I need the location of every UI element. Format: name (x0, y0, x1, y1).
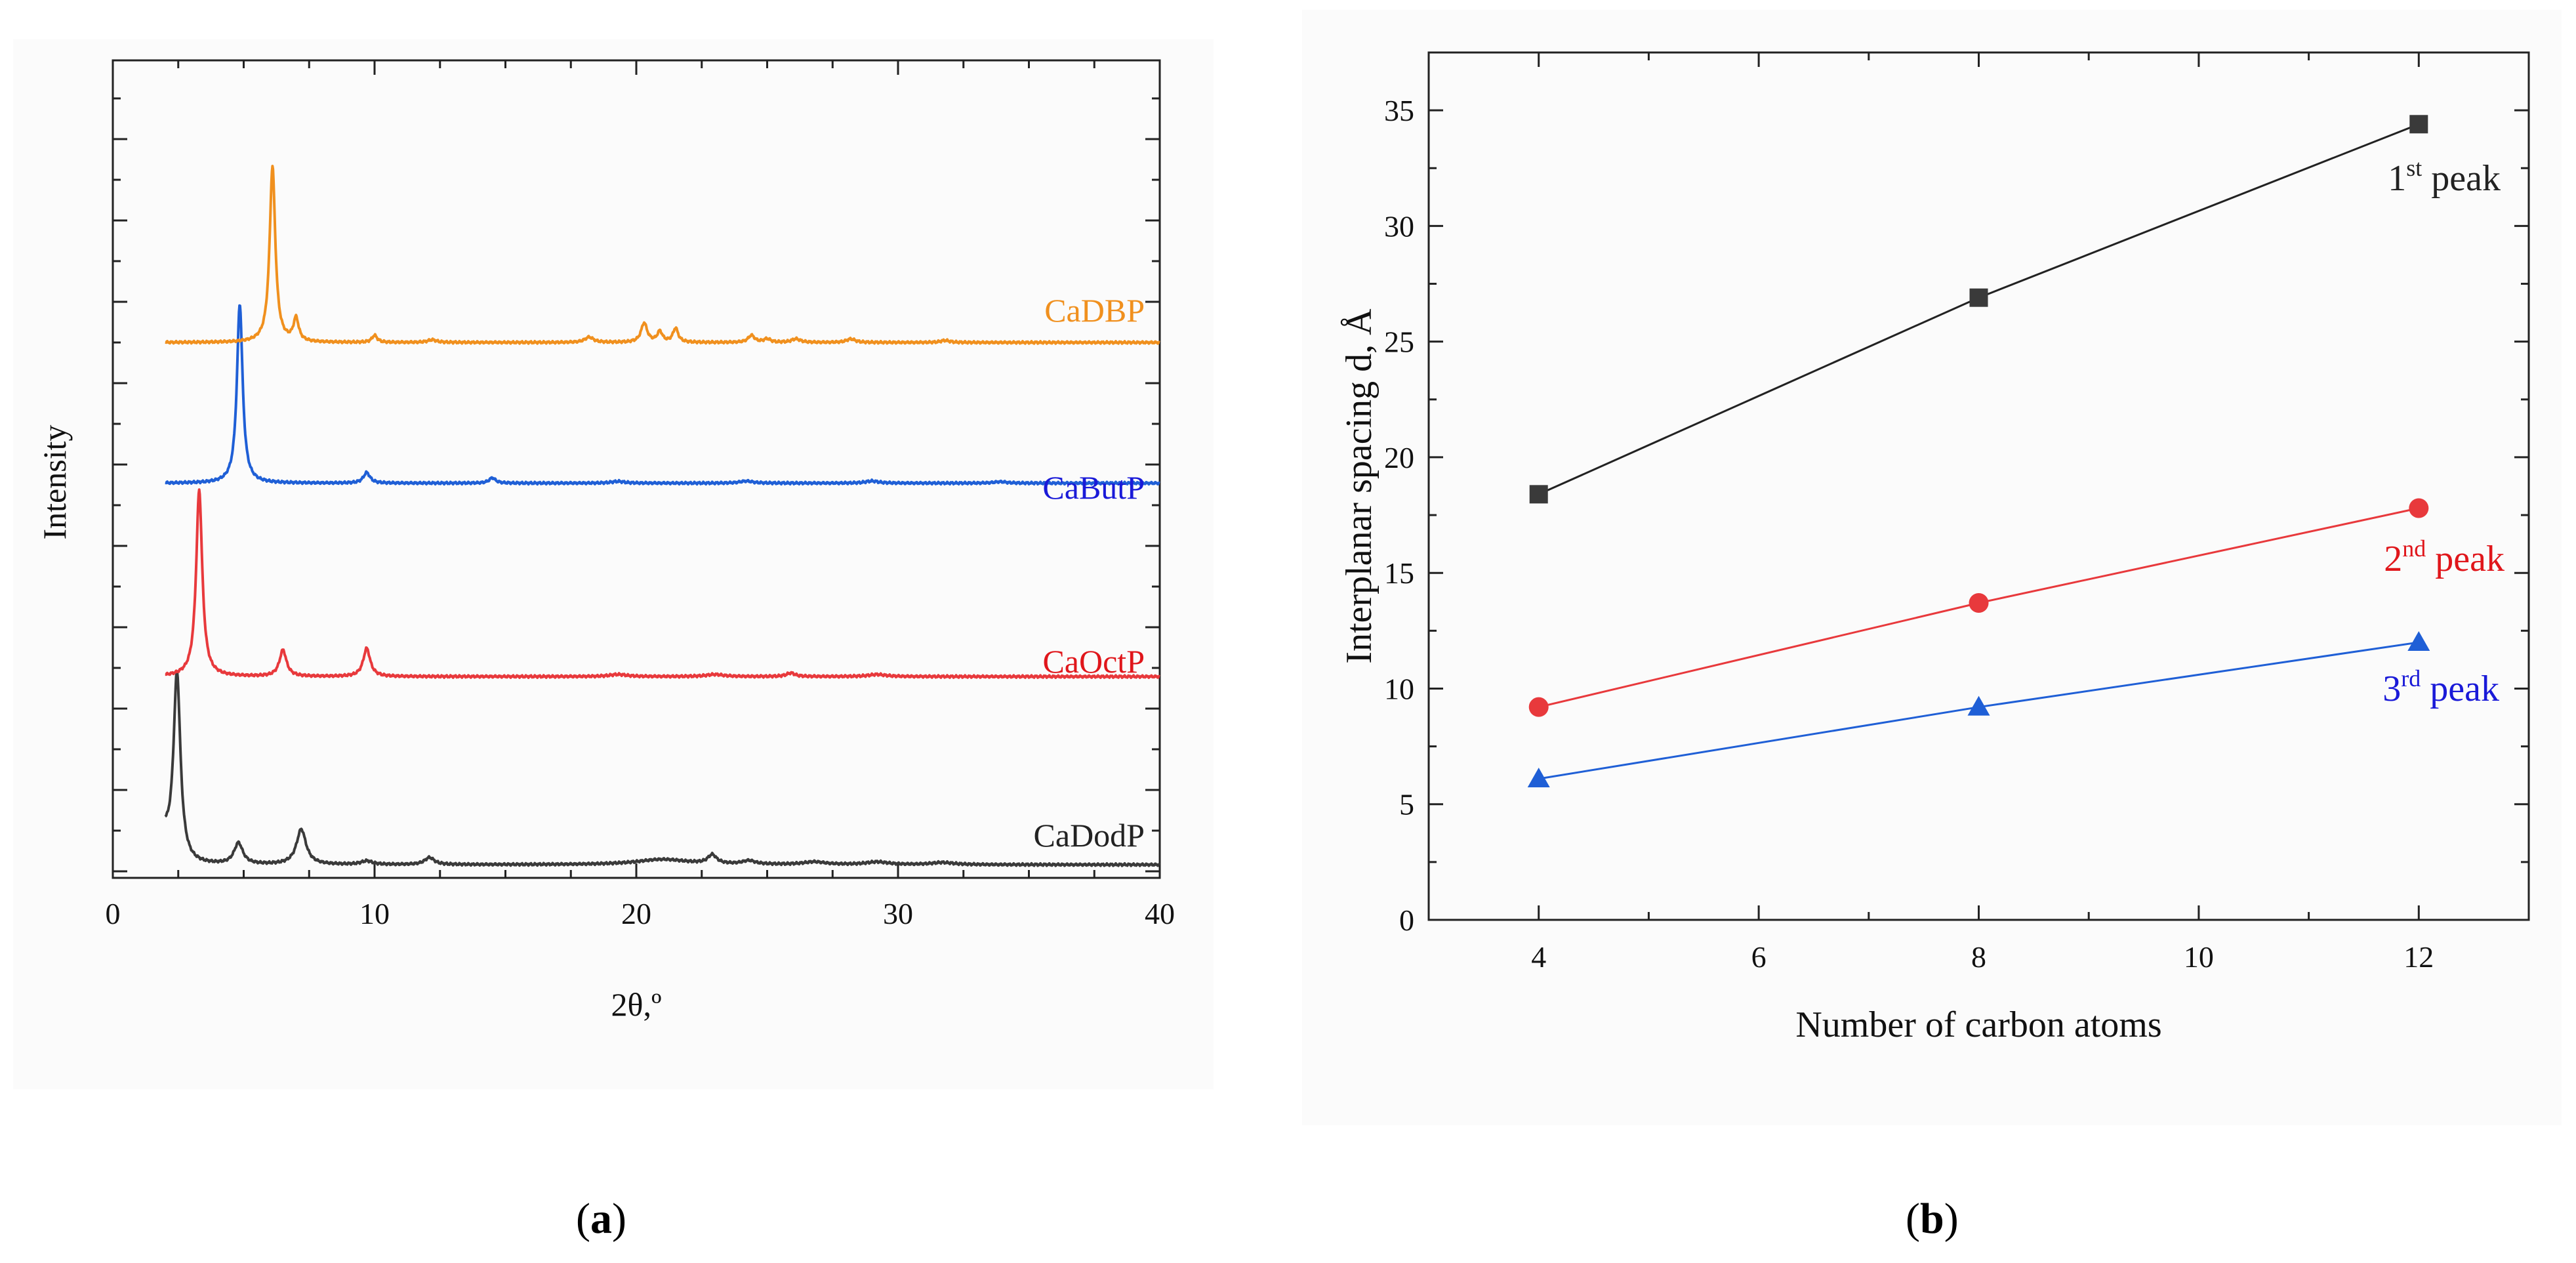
data-point-square (2409, 115, 2428, 134)
x-tick-label: 10 (2184, 940, 2214, 974)
panel-b-label-close: ) (1944, 1195, 1959, 1243)
panel-b-label-open: ( (1906, 1195, 1920, 1243)
x-tick-label: 30 (883, 897, 913, 930)
y-tick-label: 25 (1384, 325, 1414, 359)
data-point-circle (2409, 498, 2429, 518)
series-label-2nd-peak: 2nd peak (2384, 535, 2504, 579)
panel-b-spacing-chart: 4 6 8 10 12 0 5 10 15 20 25 30 35 Number of carbon at… (1339, 51, 2530, 1045)
series-CaButP (164, 304, 1161, 486)
data-point-triangle (2407, 631, 2430, 651)
series-label-1st-peak: 1st peak (2388, 155, 2501, 199)
y-axis-title: Interplanar spacing d, Å (1339, 308, 1380, 664)
panel-a-label-close: ) (611, 1195, 626, 1243)
series-label-CaDodP: CaDodP (1034, 817, 1145, 854)
series-CaOctP (164, 488, 1161, 679)
data-point-circle (1969, 593, 1989, 613)
panel-a-xrd-chart: 0 10 20 30 40 2θ,º Intensity CaDBP CaButP CaOctP C… (36, 59, 1175, 1023)
data-point-circle (1528, 697, 1549, 717)
x-axis-title: Number of carbon atoms (1795, 1004, 2161, 1045)
x-tick-label: 40 (1145, 897, 1175, 930)
x-tick-label: 20 (621, 897, 651, 930)
panel-b-label: (b) (1906, 1194, 1959, 1244)
panel-a-background (13, 39, 1214, 1089)
series-label-CaOctP: CaOctP (1042, 643, 1145, 680)
y-tick-label: 15 (1384, 556, 1414, 590)
x-tick-label: 12 (2403, 940, 2434, 974)
series-CaDBP (164, 165, 1161, 345)
x-tick-label: 4 (1531, 940, 1546, 974)
panel-b-background (1302, 10, 2562, 1125)
y-tick-label: 30 (1384, 209, 1414, 243)
y-tick-label: 20 (1384, 441, 1414, 474)
y-tick-label: 0 (1399, 903, 1414, 937)
x-tick-label: 10 (359, 897, 390, 930)
data-point-triangle (1527, 767, 1550, 787)
x-axis-title: 2θ,º (611, 986, 662, 1023)
y-axis-title: Intensity (36, 425, 73, 540)
x-tick-label: 8 (1971, 940, 1986, 974)
x-tick-label: 0 (106, 897, 121, 930)
y-tick-label: 5 (1399, 788, 1414, 821)
panel-a-label-open: ( (576, 1195, 590, 1243)
y-tick-label: 35 (1384, 94, 1414, 127)
series-label-CaButP: CaButP (1042, 469, 1145, 506)
series-label-3rd-peak: 3rd peak (2382, 665, 2499, 709)
panel-b-label-letter: b (1919, 1195, 1944, 1243)
data-point-square (1529, 485, 1548, 504)
panel-a-label: (a) (576, 1194, 626, 1244)
panel-a-label-letter: a (590, 1195, 612, 1243)
x-tick-label: 6 (1751, 940, 1767, 974)
series-label-CaDBP: CaDBP (1044, 292, 1145, 329)
series-CaDodP (164, 670, 1161, 867)
y-tick-label: 10 (1384, 672, 1414, 705)
data-point-triangle (1967, 695, 1990, 716)
data-point-square (1969, 288, 1988, 307)
